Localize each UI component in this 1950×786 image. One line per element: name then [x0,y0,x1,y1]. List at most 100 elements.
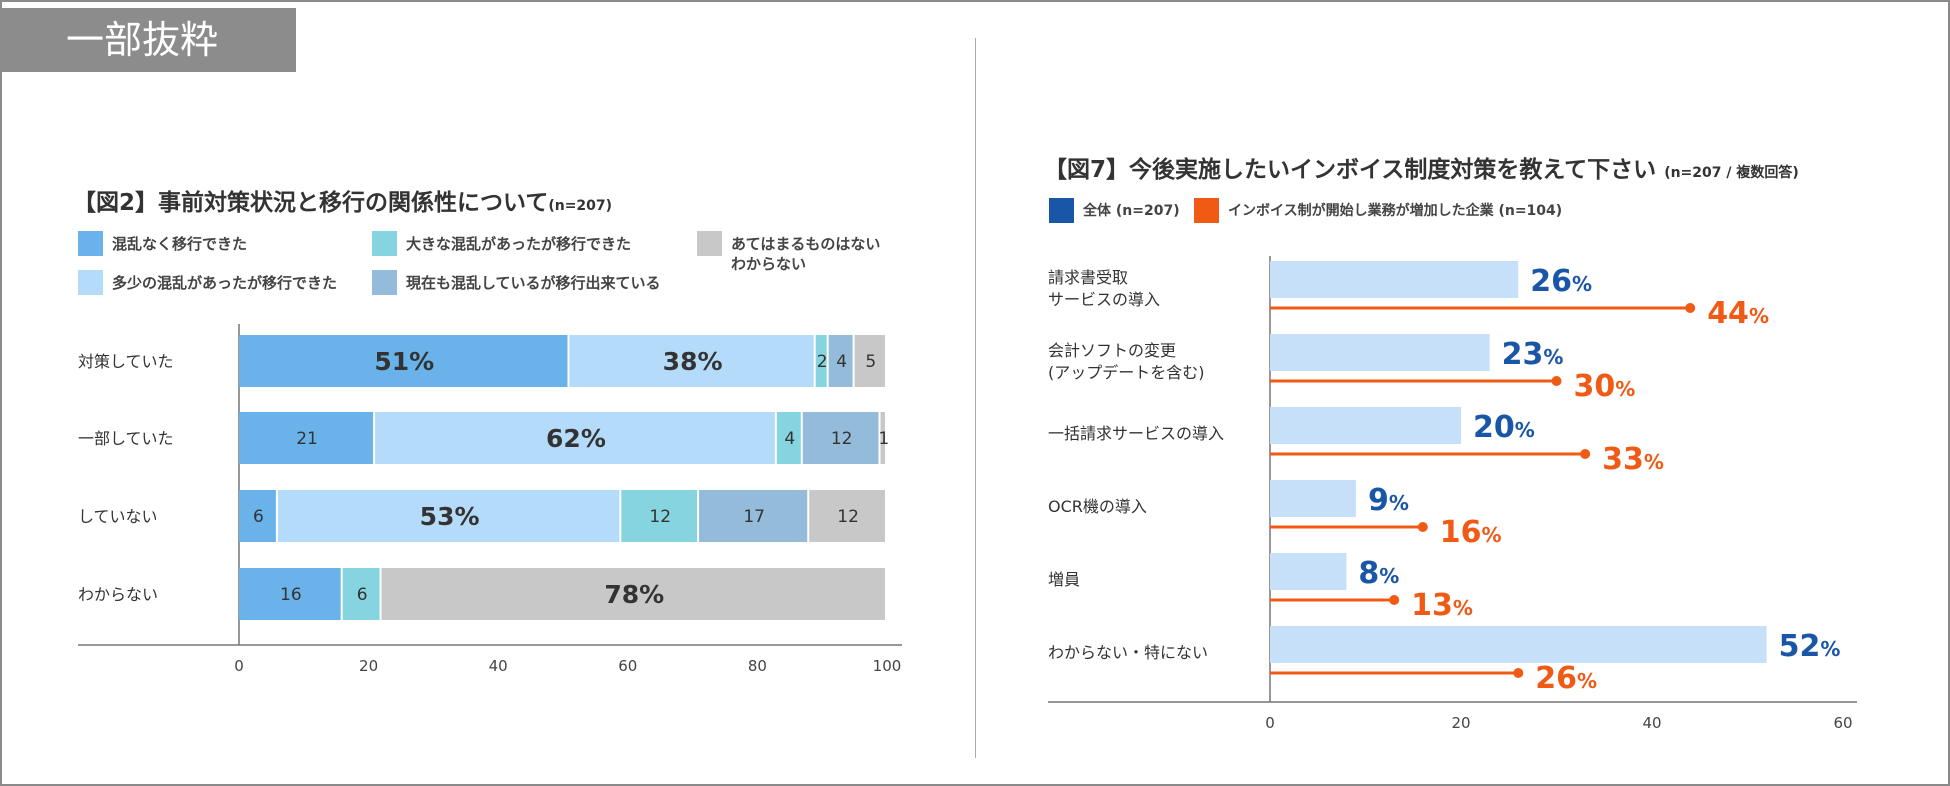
stacked-bar-segment [880,412,885,464]
x-tick-label: 20 [359,657,378,675]
increase-lollipop-dot [1513,668,1524,678]
stacked-bar-segment [776,412,801,464]
segment-value-label: 5 [865,352,876,372]
increase-lollipop-dot [1580,449,1591,459]
segment-value-label: 12 [831,429,853,449]
overall-bar [1270,261,1519,298]
stacked-bar-segment [621,490,698,542]
category-label: サービスの導入 [1048,290,1160,309]
segment-value-label: 6 [357,585,368,605]
panel-divider [975,38,976,758]
increase-lollipop-dot [1417,522,1428,532]
legend-swatch [372,231,397,256]
increase-lollipop-dot [1685,303,1696,313]
x-tick-label: 60 [1833,714,1852,732]
segment-value-label: 21 [296,429,318,449]
percent-sign: % [1482,523,1502,547]
legend-swatch [1194,198,1219,223]
stacked-bar-segment [809,490,885,542]
overall-value-label: 52% [1779,629,1841,664]
increase-value-label: 16% [1440,515,1502,550]
legend-swatch [697,231,722,256]
stacked-bar-segment [815,335,827,387]
stacked-bar-segment [239,490,276,542]
segment-value-label: 2 [817,352,828,372]
right-chart-title: 【図7】今後実施したいインボイス制度対策を教えて下さい (n=207 / 複数回… [1044,157,1799,183]
legend-swatch [1049,198,1074,223]
stacked-bar-segment [375,412,775,464]
increase-value-label: 13% [1411,588,1473,623]
overall-value-label: 20% [1473,410,1535,445]
percent-sign: % [1577,669,1597,693]
segment-value-label: 38% [663,347,723,376]
increase-lollipop-dot [1551,376,1562,386]
category-label: わからない [78,585,158,604]
stacked-bar-segment [854,335,885,387]
stacked-bar-segment [828,335,853,387]
overall-value-label: 26% [1530,264,1592,299]
segment-value-label: 1 [878,429,889,449]
increase-value-label: 44% [1707,296,1769,331]
category-label: OCR機の導入 [1048,497,1147,516]
category-label: 対策していた [78,352,174,371]
stacked-bar-segment [802,412,879,464]
segment-value-label: 12 [649,507,671,527]
increase-value-label: 30% [1574,369,1636,404]
x-tick-label: 40 [489,657,508,675]
stacked-bar-segment [239,335,568,387]
stacked-bar-segment [239,568,341,620]
segment-value-label: 4 [836,352,847,372]
category-label: 一括請求サービスの導入 [1048,424,1224,443]
x-tick-label: 100 [873,657,902,675]
percent-sign: % [1379,564,1399,588]
x-tick-label: 0 [1265,714,1275,732]
legend-swatch [78,270,103,295]
stacked-bar-segment [277,490,620,542]
stacked-bar-segment [381,568,885,620]
stacked-bar-segment [239,412,374,464]
segment-value-label: 78% [604,580,664,609]
legend-swatch [372,270,397,295]
percent-sign: % [1820,637,1840,661]
percent-sign: % [1615,377,1635,401]
percent-sign: % [1572,272,1592,296]
overall-value-label: 9% [1368,483,1409,518]
segment-value-label: 51% [374,347,434,376]
overall-bar [1270,407,1461,444]
overall-bar [1270,334,1490,371]
percent-sign: % [1543,345,1563,369]
overall-bar [1270,480,1356,517]
excerpt-tag: 一部抜粋 [0,8,296,72]
overall-value-label: 8% [1358,556,1399,591]
stacked-bar-segment [569,335,814,387]
category-label: (アップデートを含む) [1048,363,1205,382]
x-tick-label: 20 [1451,714,1470,732]
category-label: 請求書受取 [1048,268,1128,287]
segment-value-label: 4 [784,429,795,449]
percent-sign: % [1515,418,1535,442]
x-tick-label: 60 [618,657,637,675]
category-label: 増員 [1048,570,1080,589]
segment-value-label: 62% [546,424,606,453]
left-chart-title: 【図2】事前対策状況と移行の関係性について(n=207) [73,190,613,216]
category-label: わからない・特にない [1048,643,1208,662]
segment-value-label: 12 [837,507,859,527]
category-label: していない [78,507,158,526]
x-tick-label: 40 [1642,714,1661,732]
percent-sign: % [1453,596,1473,620]
overall-bar [1270,553,1347,590]
segment-value-label: 53% [420,502,480,531]
overall-value-label: 23% [1502,337,1564,372]
percent-sign: % [1389,491,1409,515]
overall-bar [1270,626,1767,663]
increase-value-label: 33% [1602,442,1664,477]
legend-swatch [78,231,103,256]
stacked-bar-segment [699,490,808,542]
category-label: 一部していた [78,429,174,448]
segment-value-label: 6 [253,507,264,527]
increase-lollipop-dot [1389,595,1400,605]
percent-sign: % [1749,304,1769,328]
percent-sign: % [1644,450,1664,474]
category-label: 会計ソフトの変更 [1048,341,1176,360]
